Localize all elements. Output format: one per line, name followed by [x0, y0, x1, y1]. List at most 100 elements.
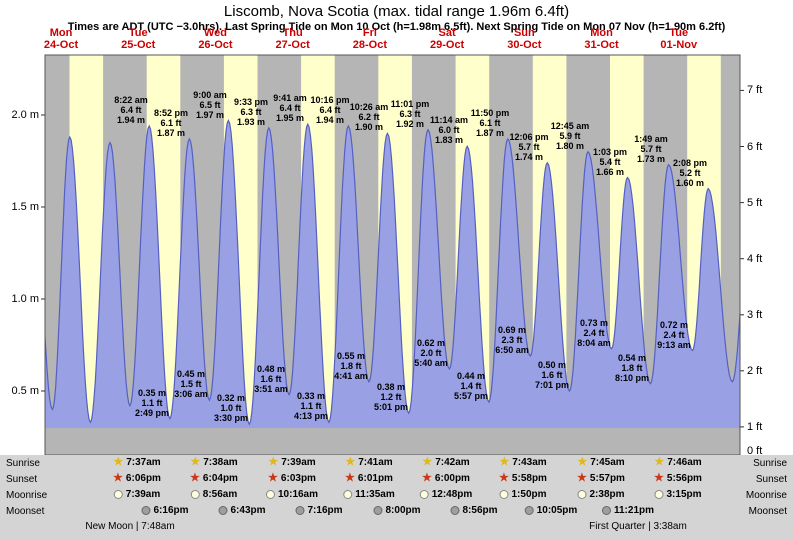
- high-tide-label: 9:41 am 6.4 ft 1.95 m: [273, 93, 307, 123]
- day-label: Mon 24-Oct: [43, 27, 79, 51]
- day-label: Fri 28-Oct: [352, 27, 387, 51]
- axis-label-feet: 5 ft: [747, 197, 763, 209]
- axis-label-feet: 6 ft: [747, 141, 763, 153]
- sunset-time: ★ 5:58pm: [499, 473, 547, 485]
- moonset-circle-icon: [450, 506, 460, 515]
- high-tide-label: 1:49 am 5.7 ft 1.73 m: [634, 134, 668, 164]
- first-quarter-text: First Quarter | 3:38am: [589, 521, 687, 532]
- tide-area: [45, 120, 740, 428]
- moonrise-time-text: 3:15pm: [666, 489, 702, 500]
- sunrise-label-left: Sunrise: [6, 458, 40, 469]
- low-tide-label: 0.55 m 1.8 ft 4:41 am: [334, 351, 368, 381]
- sunset-time: ★ 6:01pm: [345, 472, 393, 485]
- moonrise-circle-icon: [499, 490, 509, 499]
- low-tide-label: 0.35 m 1.1 ft 2:49 pm: [134, 388, 170, 418]
- moonset-time: 8:56pm: [450, 505, 498, 516]
- moonrise-circle-icon: [419, 490, 429, 499]
- sunrise-time-text: 7:37am: [126, 457, 161, 468]
- moonrise-time-text: 1:50pm: [511, 489, 547, 500]
- axis-label-feet: 0 ft: [747, 445, 763, 457]
- high-tide-label: 12:45 am 5.9 ft 1.80 m: [550, 121, 590, 151]
- moonrise-time: 8:56am: [190, 489, 238, 500]
- day-label: Sun 30-Oct: [507, 27, 542, 51]
- low-tide-label: 0.69 m 2.3 ft 6:50 am: [495, 325, 529, 355]
- sunset-star-icon: ★: [345, 472, 355, 484]
- moonrise-time-text: 8:56am: [202, 489, 238, 500]
- moonset-time-text: 6:16pm: [153, 505, 189, 516]
- moonset-circle-icon: [601, 506, 611, 515]
- sunset-time-text: 5:58pm: [511, 473, 547, 484]
- low-tide-label: 0.54 m 1.8 ft 8:10 pm: [614, 353, 650, 383]
- day-label: Tue 01-Nov: [660, 27, 698, 51]
- moonrise-time: 11:35am: [343, 489, 395, 500]
- moonset-circle-icon: [141, 506, 151, 515]
- high-tide-label: 8:52 pm 6.1 ft 1.87 m: [153, 108, 189, 138]
- sunrise-time-text: 7:43am: [512, 457, 547, 468]
- sunrise-star-icon: ★: [268, 456, 279, 468]
- axis-label-meters: 2.0 m: [11, 109, 39, 121]
- axis-label-meters: 1.0 m: [11, 293, 39, 305]
- high-tide-label: 9:00 am 6.5 ft 1.97 m: [193, 90, 227, 120]
- sunrise-star-icon: ★: [654, 456, 665, 468]
- sunrise-time-text: 7:39am: [281, 457, 316, 468]
- moonrise-time: 12:48pm: [419, 489, 473, 500]
- sunrise-time-text: 7:42am: [435, 457, 470, 468]
- sunset-star-icon: ★: [654, 472, 664, 484]
- moonrise-circle-icon: [190, 490, 200, 499]
- sunrise-time-text: 7:45am: [590, 457, 625, 468]
- sunrise-star-icon: ★: [345, 456, 356, 468]
- low-tide-label: 0.38 m 1.2 ft 5:01 pm: [373, 382, 409, 412]
- axis-label-feet: 2 ft: [747, 365, 763, 377]
- moonrise-circle-icon: [113, 490, 123, 499]
- moonset-circle-icon: [295, 506, 305, 515]
- sunrise-star-icon: ★: [190, 456, 201, 468]
- high-tide-label: 10:26 am 6.2 ft 1.90 m: [349, 102, 389, 132]
- sunrise-time: ★ 7:45am: [577, 457, 625, 469]
- low-tide-label: 0.72 m 2.4 ft 9:13 am: [657, 320, 691, 350]
- day-label: Tue 25-Oct: [121, 27, 156, 51]
- moonrise-time: 10:16am: [265, 489, 318, 500]
- sunset-time: ★ 5:56pm: [654, 472, 702, 485]
- sunset-time: ★ 6:00pm: [422, 472, 470, 485]
- high-tide-label: 9:33 pm 6.3 ft 1.93 m: [233, 97, 269, 127]
- sunset-time: ★ 6:06pm: [113, 472, 161, 485]
- sunrise-time-text: 7:38am: [203, 457, 238, 468]
- moonrise-circle-icon: [265, 490, 275, 499]
- sunset-time-text: 6:01pm: [357, 473, 393, 484]
- sunset-time-text: 6:06pm: [125, 473, 161, 484]
- moonset-time: 6:43pm: [218, 505, 266, 516]
- sunset-time-text: 5:57pm: [589, 473, 625, 484]
- moonrise-label-right: Moonrise: [745, 490, 787, 501]
- day-label: Mon 31-Oct: [584, 27, 619, 51]
- moonrise-time-text: 7:39am: [125, 489, 161, 500]
- sunset-time: ★ 6:04pm: [190, 473, 238, 485]
- sunset-star-icon: ★: [422, 472, 432, 484]
- axis-label-meters: 1.5 m: [11, 201, 39, 213]
- moonset-row: Moonset Moonset 6:16pm 6:43pm 7:16pm 8:00pm…: [0, 505, 793, 520]
- sunset-label-right: Sunset: [755, 474, 787, 485]
- moonset-circle-icon: [218, 506, 228, 515]
- moonset-time: 7:16pm: [295, 505, 343, 516]
- astro-panel: Sunrise Sunrise ★ 7:37am ★ 7:38am ★ 7:39am ★ 7:…: [0, 455, 793, 539]
- high-tide-label: 8:22 am 6.4 ft 1.94 m: [114, 95, 148, 125]
- high-tide-label: 12:06 pm 5.7 ft 1.74 m: [509, 132, 549, 162]
- page-subtitle: Times are ADT (UTC −3.0hrs). Last Spring…: [67, 21, 726, 33]
- sunrise-time: ★ 7:46am: [654, 456, 701, 469]
- high-tide-label: 11:01 pm 6.3 ft 1.92 m: [390, 99, 430, 129]
- low-tide-label: 0.48 m 1.6 ft 3:51 am: [254, 364, 288, 394]
- moonrise-time: 1:50pm: [499, 489, 547, 500]
- sunset-label-left: Sunset: [6, 474, 38, 485]
- sunset-time-text: 6:03pm: [280, 473, 316, 484]
- below-datum-strip: [45, 428, 740, 455]
- moonset-time-text: 10:05pm: [536, 505, 578, 516]
- moonrise-time-text: 12:48pm: [431, 489, 473, 500]
- moonset-time: 6:16pm: [141, 505, 189, 516]
- new-moon-text: New Moon | 7:48am: [85, 521, 175, 532]
- sunset-star-icon: ★: [113, 472, 123, 484]
- sunrise-star-icon: ★: [422, 456, 433, 468]
- sunrise-row: Sunrise Sunrise ★ 7:37am ★ 7:38am ★ 7:39am ★ 7:…: [0, 457, 793, 472]
- sunset-time-text: 5:56pm: [666, 473, 702, 484]
- sunrise-star-icon: ★: [113, 456, 124, 468]
- moonset-time-text: 8:56pm: [462, 505, 498, 516]
